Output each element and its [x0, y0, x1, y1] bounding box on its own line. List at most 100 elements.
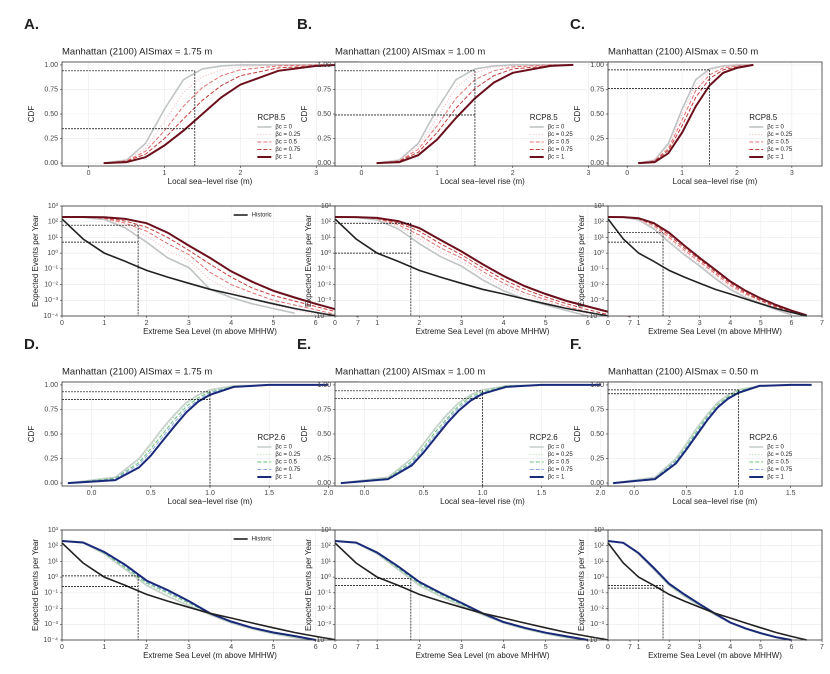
legend-label: βc = 0.25 [767, 452, 793, 458]
y-tick-label: 10⁻³ [590, 621, 604, 628]
y-tick-label: 10⁻⁴ [44, 313, 59, 320]
series-line [607, 542, 807, 641]
x-tick-label: 7 [356, 644, 360, 651]
x-tick-label: 6 [314, 320, 318, 327]
series-line [103, 63, 340, 165]
x-tick-label: 7 [628, 320, 632, 327]
x-tick-label: 2.0 [324, 490, 334, 497]
y-tick-label: 10² [321, 219, 332, 226]
x-tick-label: 0.0 [87, 490, 97, 497]
x-axis-label: Extreme Sea Level (m above MHHW) [143, 651, 277, 660]
y-tick-label: 1.00 [317, 382, 331, 389]
x-axis-label: Extreme Sea Level (m above MHHW) [648, 651, 782, 660]
x-tick-label: 1.5 [264, 490, 274, 497]
y-axis-label: Expected Events per Year [31, 539, 40, 631]
y-axis-label: CDF [573, 106, 582, 123]
x-tick-label: 0 [87, 170, 91, 177]
x-tick-label: 1.0 [734, 490, 744, 497]
series-line [334, 540, 589, 641]
y-axis-label: Expected Events per Year [304, 539, 313, 631]
legend-label: βc = 0.5 [275, 460, 297, 466]
x-tick-label: 4 [728, 644, 732, 651]
y-tick-label: 10⁻³ [317, 297, 331, 304]
y-tick-label: 10¹ [48, 234, 59, 241]
series-line [103, 64, 340, 164]
legend-label: βc = 1 [548, 475, 565, 481]
y-tick-label: 10⁻³ [590, 297, 604, 304]
legend-title: RCP8.5 [530, 113, 559, 122]
chart-title: Manhattan (2100) AISmax = 1.00 m [335, 47, 485, 58]
y-tick-label: 0.50 [590, 111, 604, 118]
plot-frame [607, 381, 823, 487]
x-tick-label: 7 [820, 644, 824, 651]
series-line [638, 63, 754, 165]
x-tick-label: 6 [789, 644, 793, 651]
series-line [607, 540, 792, 641]
x-tick-label: 2 [667, 320, 671, 327]
x-tick-label: 1 [375, 320, 379, 327]
y-tick-label: 10⁻² [317, 605, 331, 612]
legend-label: βc = 0.75 [275, 467, 301, 473]
x-tick-label: 0.5 [419, 490, 429, 497]
legend-label: βc = 0.5 [767, 140, 789, 146]
legend-label: βc = 1 [275, 475, 292, 481]
legend-label: βc = 0.25 [548, 132, 574, 138]
series-line [334, 218, 610, 317]
series-line [376, 64, 574, 164]
x-axis-label: Local sea−level rise (m) [673, 497, 758, 506]
series-line [334, 216, 589, 317]
legend-label: βc = 0 [275, 125, 292, 131]
legend-label: βc = 0 [767, 125, 784, 131]
series-line [376, 63, 574, 165]
x-tick-label: 1 [102, 644, 106, 651]
chart-title: Manhattan (2100) AISmax = 0.50 m [608, 367, 758, 378]
x-axis-label: Extreme Sea Level (m above MHHW) [648, 327, 782, 336]
legend-label: βc = 0.75 [767, 147, 793, 153]
legend-title: RCP2.6 [257, 433, 286, 442]
x-tick-label: 1 [680, 170, 684, 177]
y-tick-label: 0.25 [44, 455, 58, 462]
x-tick-label: 2 [667, 644, 671, 651]
x-tick-label: 2 [238, 170, 242, 177]
x-tick-label: 4 [502, 644, 506, 651]
chart-title: Manhattan (2100) AISmax = 1.00 m [335, 367, 485, 378]
y-tick-label: 0.50 [317, 431, 331, 438]
series-line [61, 542, 338, 641]
x-tick-label: 5 [271, 320, 275, 327]
plot-background [608, 530, 822, 640]
x-tick-label: 4 [229, 320, 233, 327]
y-tick-label: 0.25 [317, 135, 331, 142]
x-axis-label: Local sea−level rise (m) [168, 177, 253, 186]
y-axis-label: CDF [300, 106, 309, 123]
x-tick-label: 0.5 [681, 490, 691, 497]
x-tick-label: 0.5 [146, 490, 156, 497]
legend-label: βc = 0.25 [275, 132, 301, 138]
y-tick-label: 10¹ [594, 558, 605, 565]
chart-title: Manhattan (2100) AISmax = 1.75 m [62, 367, 212, 378]
series-line [340, 383, 601, 485]
y-tick-label: 10² [48, 219, 59, 226]
legend-label: βc = 0.25 [275, 452, 301, 458]
legend-label: βc = 0.5 [548, 140, 570, 146]
y-tick-label: 10⁰ [47, 573, 58, 581]
y-axis-label: CDF [27, 106, 36, 123]
panel-label: A. [24, 16, 39, 33]
legend-label: βc = 0 [548, 125, 565, 131]
y-tick-label: 0.50 [590, 431, 604, 438]
x-tick-label: 7 [356, 320, 360, 327]
plot-background [62, 206, 358, 316]
x-tick-label: 2.0 [596, 490, 606, 497]
plot-background [335, 530, 630, 640]
y-tick-label: 0.50 [317, 111, 331, 118]
y-tick-label: 0.00 [317, 480, 331, 487]
y-tick-label: 0.75 [590, 86, 604, 93]
x-tick-label: 1 [102, 320, 106, 327]
series-line [638, 64, 754, 164]
y-tick-label: 10¹ [594, 234, 605, 241]
y-tick-label: 10³ [594, 203, 605, 210]
y-tick-label: 0.50 [44, 111, 58, 118]
x-axis-label: Extreme Sea Level (m above MHHW) [143, 327, 277, 336]
y-axis-label: CDF [27, 426, 36, 443]
y-tick-label: 10² [594, 219, 605, 226]
